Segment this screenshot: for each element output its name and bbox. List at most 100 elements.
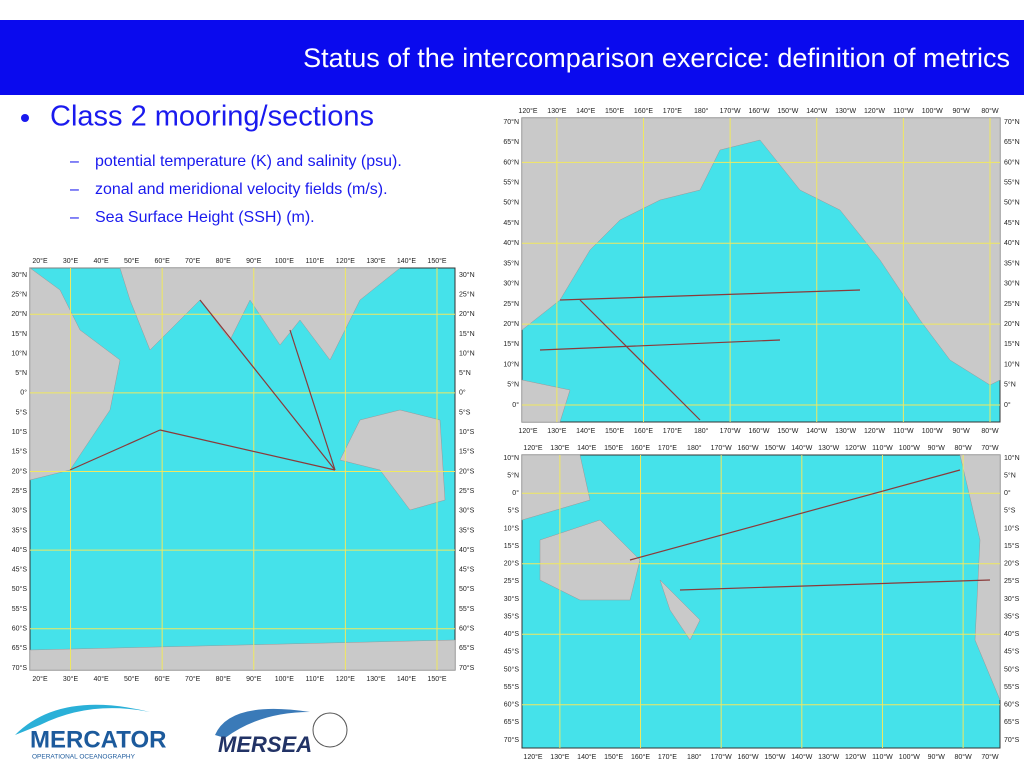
y-label: 5°N (15, 369, 27, 377)
y-label: 60°S (12, 625, 28, 633)
mersea-logo: MERSEA (215, 708, 348, 757)
x-label: 90°E (246, 675, 262, 683)
y-label: 70°S (504, 736, 520, 744)
y-label: 10°N (503, 360, 519, 368)
land (521, 454, 591, 521)
y-label: 25°N (11, 290, 27, 298)
x-label: 140°W (806, 427, 827, 435)
x-label: 20°E (32, 257, 48, 265)
land (521, 379, 571, 423)
y-label: 20°N (1004, 320, 1020, 328)
x-label: 110°W (872, 753, 893, 761)
y-label: 25°S (459, 487, 475, 495)
land (29, 267, 121, 481)
bullet-main: Class 2 mooring/sections (50, 101, 374, 133)
y-label: 5°S (508, 507, 520, 515)
y-label: 15°N (1004, 340, 1020, 348)
section-line (579, 299, 701, 421)
x-label: 110°W (893, 427, 914, 435)
y-label: 30°S (504, 595, 520, 603)
x-label: 80°W (955, 444, 973, 452)
y-label: 5°N (1004, 471, 1016, 479)
x-label: 100°W (922, 427, 943, 435)
y-label: 55°N (503, 178, 519, 186)
x-label: 90°W (928, 444, 946, 452)
y-label: 40°S (459, 546, 475, 554)
x-label: 60°E (155, 257, 171, 265)
land (959, 454, 1001, 701)
x-label: 110°E (306, 257, 325, 265)
x-label: 180° (687, 444, 702, 452)
y-label: 30°S (12, 507, 28, 515)
x-label: 140°W (791, 753, 812, 761)
x-label: 90°E (246, 257, 262, 265)
y-label: 60°S (459, 625, 475, 633)
x-label: 120°W (845, 444, 866, 452)
mercator-logo: MERCATOR OPERATIONAL OCEANOGRAPHY (15, 704, 166, 761)
x-label: 70°W (981, 444, 999, 452)
y-label: 30°N (503, 280, 519, 288)
y-label: 65°N (1004, 138, 1020, 146)
x-label: 170°W (720, 427, 741, 435)
land (521, 117, 1001, 386)
y-label: 50°N (1004, 199, 1020, 207)
y-label: 45°N (503, 219, 519, 227)
y-label: 70°S (12, 664, 28, 672)
section-line (679, 579, 991, 591)
x-label: 90°W (953, 107, 971, 115)
section-line (199, 299, 336, 471)
x-label: 140°E (576, 107, 595, 115)
x-label: 30°E (63, 675, 79, 683)
x-label: 140°E (577, 753, 596, 761)
y-label: 25°S (504, 577, 520, 585)
y-label: 10°N (1004, 360, 1020, 368)
logo-text: MERCATOR (30, 726, 166, 753)
y-label: 70°N (1004, 118, 1020, 126)
x-label: 120°W (845, 753, 866, 761)
y-label: 15°S (459, 448, 475, 456)
y-label: 30°S (1004, 595, 1020, 603)
y-label: 10°S (504, 524, 520, 532)
y-label: 55°S (1004, 683, 1020, 691)
x-label: 150°E (605, 107, 624, 115)
y-label: 10°N (1004, 454, 1020, 462)
logo-text: MERSEA (218, 732, 312, 757)
y-label: 40°N (1004, 239, 1020, 247)
x-label: 130°E (366, 675, 385, 683)
x-label: 150°E (427, 675, 446, 683)
x-label: 140°E (577, 444, 596, 452)
y-label: 60°S (504, 701, 520, 709)
x-label: 70°W (981, 753, 999, 761)
x-label: 150°W (777, 107, 798, 115)
x-label: 160°E (631, 753, 650, 761)
x-label: 120°W (864, 107, 885, 115)
x-label: 120°E (336, 257, 355, 265)
y-label: 15°S (504, 542, 520, 550)
y-label: 50°S (504, 665, 520, 673)
x-label: 130°W (835, 427, 856, 435)
y-label: 20°N (503, 320, 519, 328)
y-label: 45°N (1004, 219, 1020, 227)
x-label: 120°E (523, 444, 542, 452)
x-label: 70°E (185, 257, 201, 265)
x-label: 110°W (893, 107, 914, 115)
y-label: 65°S (504, 718, 520, 726)
x-label: 120°E (518, 427, 537, 435)
y-label: 50°N (503, 199, 519, 207)
bullet-sub: potential temperature (K) and salinity (… (95, 153, 402, 170)
slide-title: Status of the intercomparison exercice: … (303, 43, 1010, 73)
y-label: 5°N (459, 369, 471, 377)
x-label: 100°E (275, 675, 294, 683)
dash: – (70, 153, 79, 170)
x-label: 170°E (658, 444, 677, 452)
y-label: 5°S (459, 408, 471, 416)
y-label: 20°S (12, 467, 28, 475)
y-label: 60°N (1004, 158, 1020, 166)
x-label: 170°E (663, 107, 682, 115)
land (339, 409, 446, 511)
x-label: 170°W (720, 107, 741, 115)
y-label: 65°S (12, 644, 28, 652)
y-label: 45°S (459, 566, 475, 574)
y-label: 20°S (1004, 560, 1020, 568)
